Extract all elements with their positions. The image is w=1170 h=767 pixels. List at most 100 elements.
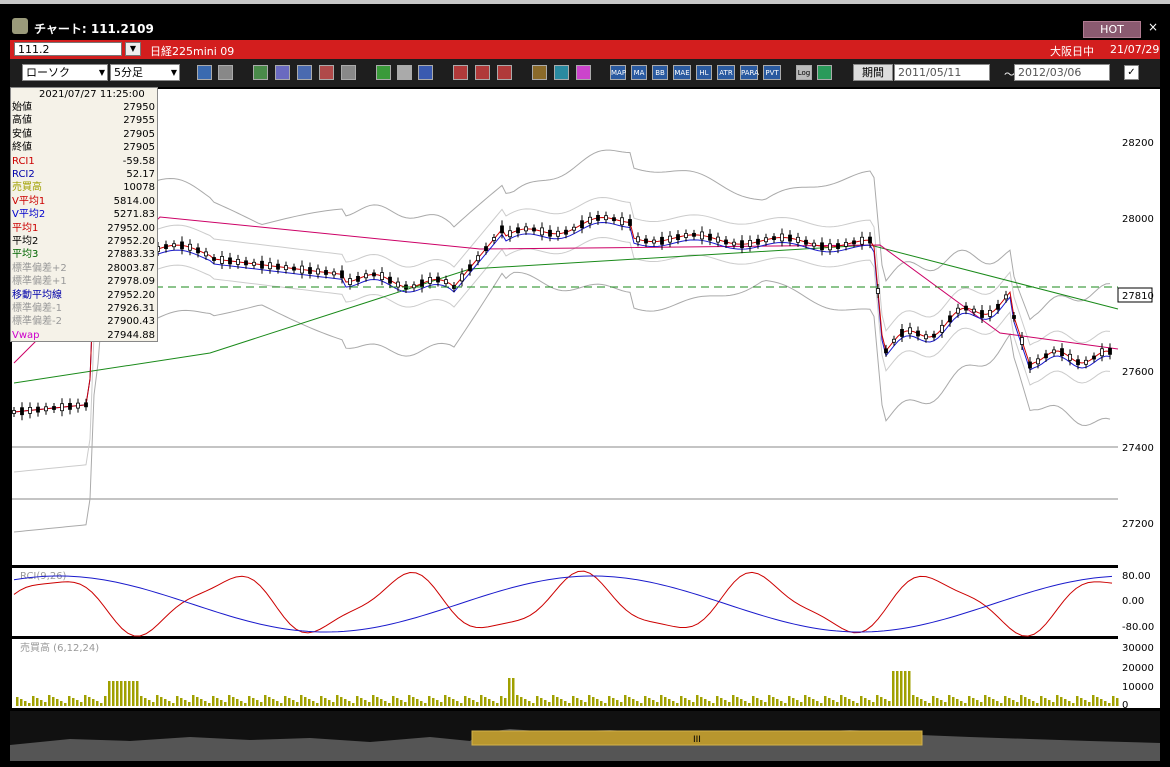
compare-icon[interactable]	[319, 65, 334, 80]
volume-bar	[1116, 698, 1119, 706]
candle-body	[980, 310, 984, 318]
volume-bar	[128, 681, 131, 706]
volume-bar	[228, 695, 231, 706]
bb-button[interactable]: BB	[652, 65, 668, 80]
volume-bar	[196, 697, 199, 706]
price-tick-label: 28000	[1122, 214, 1154, 225]
volume-bar	[200, 699, 203, 706]
volume-bar	[184, 700, 187, 706]
symbol-dropdown-button[interactable]: ▼	[125, 42, 141, 56]
candle-body	[316, 268, 320, 275]
info-row-label: 平均3	[12, 249, 39, 261]
hl-button[interactable]: HL	[696, 65, 712, 80]
atr-button[interactable]: ATR	[717, 65, 735, 80]
ma-button[interactable]: MA	[631, 65, 647, 80]
para-button[interactable]: PARA	[740, 65, 759, 80]
volume-bar	[84, 695, 87, 706]
period-button[interactable]: 期間	[853, 64, 893, 81]
color-icon[interactable]	[576, 65, 591, 80]
all-icon[interactable]	[497, 65, 512, 80]
candle-body	[428, 277, 432, 284]
close-button[interactable]: ×	[1147, 20, 1159, 34]
candle-pair-icon[interactable]	[475, 65, 490, 80]
info-row-label: 標準偏差+2	[12, 262, 67, 274]
volume-bar	[176, 696, 179, 706]
chart-type-select[interactable]: ローソク ▼	[22, 64, 108, 81]
candle-body	[580, 220, 584, 229]
candle-icon[interactable]	[453, 65, 468, 80]
rci-tick-label: -80.00	[1122, 622, 1154, 633]
date-to-field[interactable]: 2012/03/06	[1014, 64, 1110, 81]
zoom-icon[interactable]	[197, 65, 212, 80]
candle-body	[252, 261, 256, 266]
volume-bar	[1016, 702, 1019, 706]
candle-body	[724, 239, 728, 245]
navigator-thumb[interactable]	[471, 730, 923, 746]
info-row: RCI1 -59.58	[11, 155, 157, 168]
volume-bar	[552, 695, 555, 706]
symbol-code-input[interactable]: 111.2	[14, 42, 122, 56]
hot-button[interactable]: HOT	[1083, 21, 1141, 38]
date-from-field[interactable]: 2011/05/11	[894, 64, 990, 81]
candle-body	[588, 216, 592, 224]
candle-body	[76, 402, 80, 409]
info-row-value: 27952.20	[107, 236, 155, 247]
pvt-button[interactable]: PVT	[763, 65, 781, 80]
apply-checkbox[interactable]: ✓	[1124, 65, 1139, 80]
candle-body	[484, 246, 488, 252]
search-chart-icon[interactable]	[275, 65, 290, 80]
volume-bar	[784, 703, 787, 706]
candle-body	[268, 262, 272, 270]
download-icon[interactable]	[253, 65, 268, 80]
candle-body	[1092, 355, 1096, 360]
candle-body	[68, 402, 72, 410]
candle-body	[612, 217, 616, 222]
candle-body	[716, 236, 720, 243]
map-button[interactable]: MAP	[610, 65, 626, 80]
info-row-label: 標準偏差+1	[12, 276, 67, 288]
info-icon[interactable]	[341, 65, 356, 80]
mae-button[interactable]: MAE	[673, 65, 691, 80]
volume-bar	[1052, 702, 1055, 706]
interval-select[interactable]: 5分足 ▼	[110, 64, 180, 81]
volume-bar	[936, 698, 939, 706]
volume-bar	[496, 703, 499, 706]
volume-bar	[788, 696, 791, 706]
volume-bar	[960, 701, 963, 706]
arrow-icon[interactable]	[418, 65, 433, 80]
current-price-box	[1117, 287, 1153, 303]
chevron-down-icon: ▼	[170, 68, 177, 77]
volume-bar	[356, 696, 359, 706]
volume-bar	[644, 696, 647, 706]
volume-bar	[252, 698, 255, 706]
volume-bar	[1080, 698, 1083, 706]
info-row-label: 標準偏差-1	[12, 303, 62, 314]
volume-bar	[760, 700, 763, 706]
volume-bar	[744, 701, 747, 706]
pen-icon[interactable]	[376, 65, 391, 80]
price-pane	[12, 89, 1118, 565]
volume-bar	[1092, 695, 1095, 706]
volume-bar	[544, 700, 547, 706]
tool-icon[interactable]	[554, 65, 569, 80]
volume-bar	[908, 671, 911, 706]
volume-bar	[336, 695, 339, 706]
window-icon[interactable]	[817, 65, 832, 80]
crosshair-icon[interactable]	[218, 65, 233, 80]
volume-bar	[124, 681, 127, 706]
timeline-navigator[interactable]: III	[10, 711, 1160, 761]
log-button[interactable]: Log	[796, 65, 812, 80]
volume-bar	[568, 703, 571, 706]
bar-chart-icon[interactable]	[297, 65, 312, 80]
volume-bar	[24, 701, 27, 706]
cursor-icon[interactable]	[397, 65, 412, 80]
volume-bar	[172, 703, 175, 706]
volume-bar	[100, 703, 103, 706]
volume-bar	[1040, 696, 1043, 706]
volume-bar	[804, 695, 807, 706]
candle-body	[820, 242, 824, 251]
info-row-label: 平均1	[12, 222, 39, 234]
volume-bar	[116, 681, 119, 706]
settings-icon[interactable]	[532, 65, 547, 80]
